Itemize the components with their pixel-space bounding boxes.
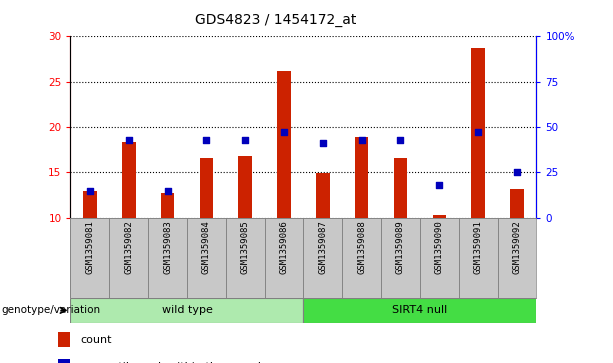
Text: genotype/variation: genotype/variation	[1, 305, 101, 315]
Bar	[498, 218, 536, 298]
Bar	[303, 218, 342, 298]
Text: count: count	[80, 335, 112, 345]
Bar	[394, 158, 407, 218]
Bar	[420, 218, 459, 298]
Point	[473, 130, 483, 135]
Text: SIRT4 null: SIRT4 null	[392, 305, 447, 315]
Bar	[200, 158, 213, 218]
Text: GSM1359083: GSM1359083	[163, 220, 172, 274]
Bar	[433, 215, 446, 218]
Point	[124, 137, 134, 143]
Text: GSM1359084: GSM1359084	[202, 220, 211, 274]
Point	[318, 140, 328, 146]
Bar	[83, 191, 97, 218]
Text: GSM1359085: GSM1359085	[241, 220, 249, 274]
Text: GSM1359082: GSM1359082	[124, 220, 133, 274]
Point	[240, 137, 250, 143]
Text: percentile rank within the sample: percentile rank within the sample	[80, 362, 268, 363]
Point	[202, 137, 211, 143]
Bar	[355, 137, 368, 218]
Bar	[148, 218, 187, 298]
Bar	[265, 218, 303, 298]
Bar	[238, 156, 252, 218]
Bar	[471, 48, 485, 218]
Bar	[277, 71, 291, 218]
Bar	[161, 193, 174, 218]
Text: GSM1359091: GSM1359091	[474, 220, 482, 274]
Point	[512, 170, 522, 175]
Bar	[303, 298, 536, 323]
Point	[435, 182, 444, 188]
Text: GDS4823 / 1454172_at: GDS4823 / 1454172_at	[195, 13, 357, 27]
Bar	[342, 218, 381, 298]
Bar	[70, 298, 303, 323]
Bar	[58, 332, 70, 347]
Point	[85, 188, 95, 194]
Text: GSM1359090: GSM1359090	[435, 220, 444, 274]
Text: wild type: wild type	[162, 305, 212, 315]
Bar	[226, 218, 265, 298]
Text: GSM1359087: GSM1359087	[318, 220, 327, 274]
Text: GSM1359092: GSM1359092	[512, 220, 522, 274]
Point	[395, 137, 405, 143]
Text: GSM1359086: GSM1359086	[280, 220, 289, 274]
Point	[279, 130, 289, 135]
Bar	[109, 218, 148, 298]
Bar	[58, 359, 70, 363]
Text: GSM1359089: GSM1359089	[396, 220, 405, 274]
Text: GSM1359081: GSM1359081	[85, 220, 94, 274]
Text: GSM1359088: GSM1359088	[357, 220, 366, 274]
Bar	[381, 218, 420, 298]
Bar	[122, 142, 135, 218]
Bar	[316, 173, 330, 218]
Point	[357, 137, 367, 143]
Bar	[187, 218, 226, 298]
Point	[162, 188, 172, 194]
Bar	[510, 189, 524, 218]
Bar	[70, 218, 109, 298]
Bar	[459, 218, 498, 298]
